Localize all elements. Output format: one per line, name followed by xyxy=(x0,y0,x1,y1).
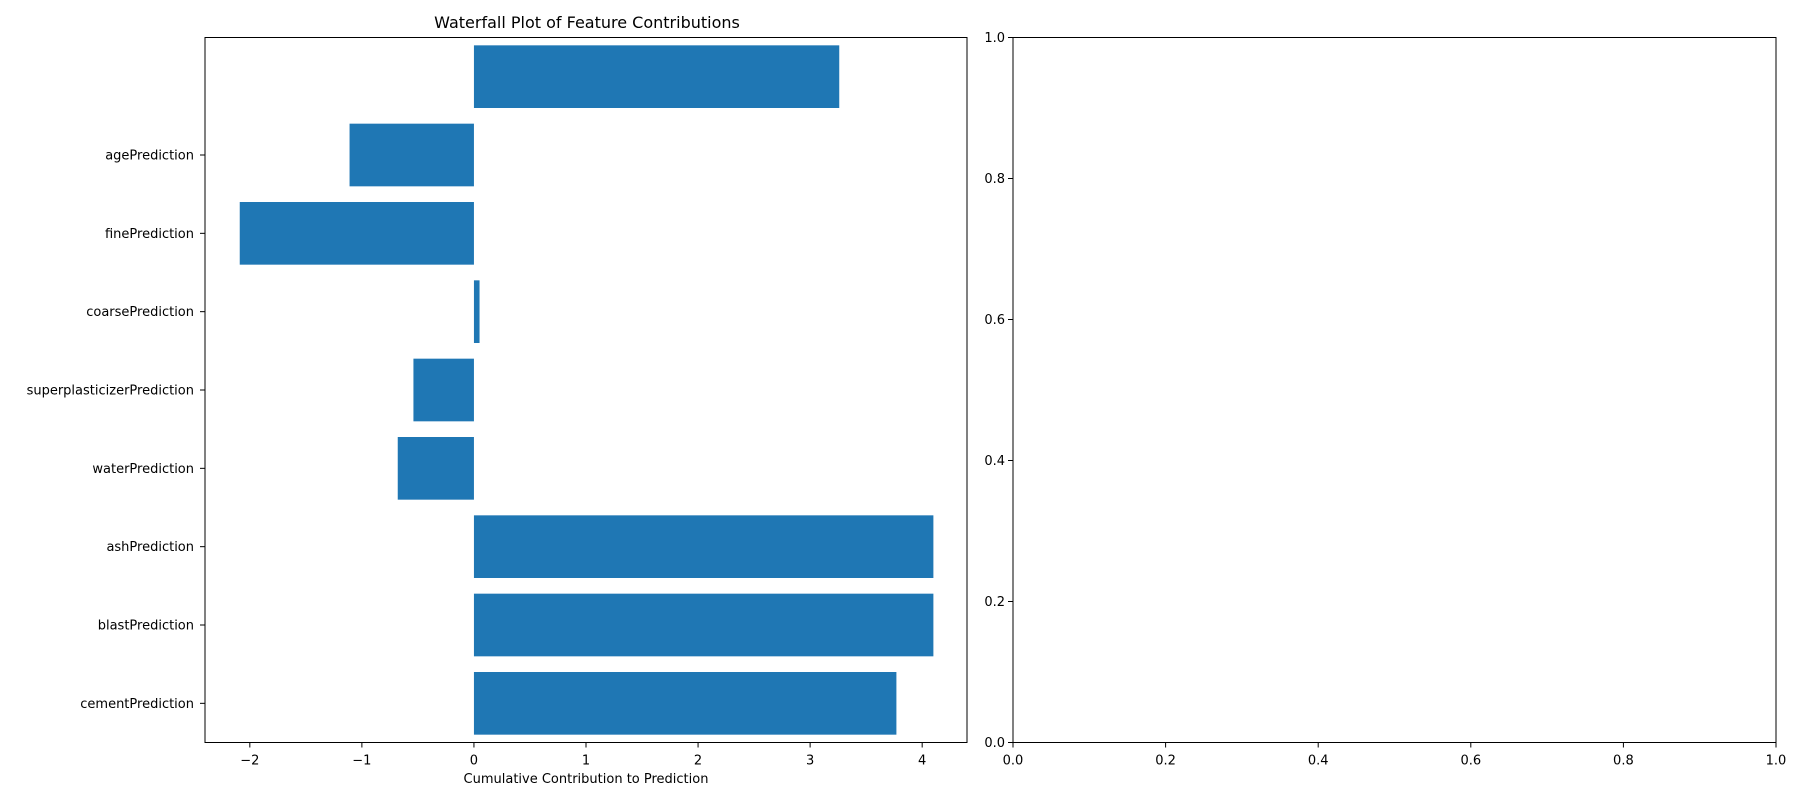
x-tick-label: 2 xyxy=(694,754,702,769)
x-tick-label: 1.0 xyxy=(1766,754,1787,769)
y-tick-label: 0.2 xyxy=(984,595,1005,610)
x-tick-label: −1 xyxy=(352,754,371,769)
y-tick-label: 0.4 xyxy=(984,454,1005,469)
y-tick-label: ashPrediction xyxy=(106,540,194,555)
bar-ashPrediction xyxy=(473,515,934,578)
x-tick-label: 0.8 xyxy=(1613,754,1634,769)
x-tick-label: 0 xyxy=(470,754,478,769)
x-tick-label: 4 xyxy=(918,754,926,769)
x-tick-label: 0.4 xyxy=(1308,754,1329,769)
x-axis-label: Cumulative Contribution to Prediction xyxy=(464,772,709,787)
x-tick-label: −2 xyxy=(240,754,259,769)
y-tick-label: superplasticizerPrediction xyxy=(27,384,194,399)
bar-waterPrediction xyxy=(397,437,474,500)
bar-finePrediction xyxy=(239,202,474,265)
x-tick-label: 0.2 xyxy=(1155,754,1176,769)
y-tick-label: blastPrediction xyxy=(98,619,194,634)
bar-coarsePrediction xyxy=(473,280,480,343)
bar-agePrediction xyxy=(349,123,474,187)
bar-cementPrediction xyxy=(473,672,897,735)
bar-superplasticizerPrediction xyxy=(413,358,474,422)
x-tick-label: 0.0 xyxy=(1003,754,1024,769)
x-tick-label: 1 xyxy=(582,754,590,769)
y-tick-label: 0.6 xyxy=(984,313,1005,328)
y-axis-ticks: cementPrediction blastPrediction ashPredic… xyxy=(27,149,205,712)
x-axis-ticks: −2 −1 0 1 2 3 4 xyxy=(240,742,926,769)
chart-title: Waterfall Plot of Feature Contributions xyxy=(434,13,740,32)
bar-group xyxy=(239,45,934,735)
y-tick-label: 1.0 xyxy=(984,31,1005,46)
plot-frame-right xyxy=(1012,37,1777,743)
waterfall-chart: Waterfall Plot of Feature Contributions … xyxy=(27,13,968,787)
x-tick-label: 0.6 xyxy=(1460,754,1481,769)
x-tick-label: 3 xyxy=(806,754,814,769)
y-tick-label: waterPrediction xyxy=(92,462,194,477)
y-tick-label: agePrediction xyxy=(105,149,194,164)
y-tick-label: 0.8 xyxy=(984,172,1005,187)
y-tick-label: cementPrediction xyxy=(80,697,194,712)
empty-chart: 0.0 0.2 0.4 0.6 0.8 1.0 0.0 0.2 0.4 0.6 0.8 1.0 xyxy=(984,31,1786,769)
x-axis-ticks-right: 0.0 0.2 0.4 0.6 0.8 1.0 xyxy=(1003,742,1787,769)
bar-blastPrediction xyxy=(473,593,934,657)
y-tick-label: finePrediction xyxy=(105,227,194,242)
y-tick-label: 0.0 xyxy=(984,736,1005,751)
y-axis-ticks-right: 0.0 0.2 0.4 0.6 0.8 1.0 xyxy=(984,31,1013,751)
y-tick-label: coarsePrediction xyxy=(86,305,194,320)
bar-unlabeled xyxy=(473,45,840,108)
